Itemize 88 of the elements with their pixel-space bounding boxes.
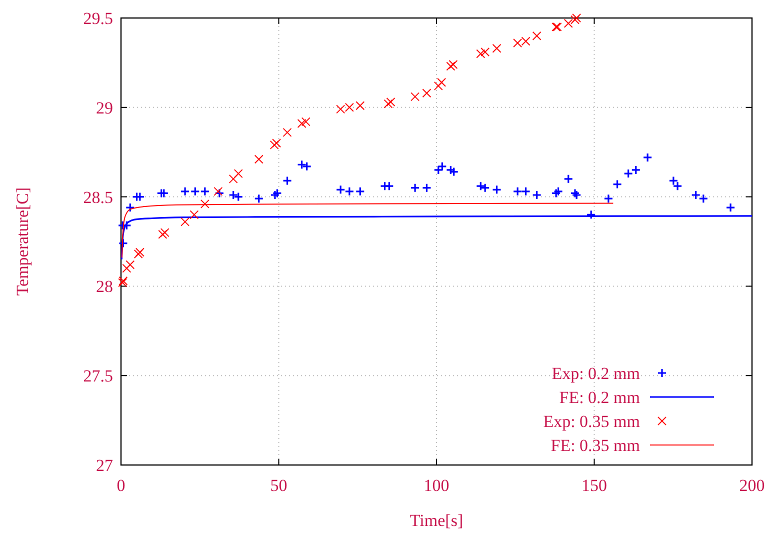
- legend-label: FE: 0.2 mm: [559, 388, 640, 407]
- point: [135, 192, 145, 202]
- point: [551, 188, 561, 198]
- point: [564, 18, 573, 28]
- point: [282, 176, 292, 186]
- point: [160, 228, 170, 238]
- point: [726, 202, 736, 212]
- point: [604, 194, 614, 204]
- point: [512, 186, 522, 196]
- point: [642, 152, 652, 162]
- point: [586, 210, 596, 220]
- point: [270, 140, 279, 150]
- y-tick-label: 29: [96, 98, 113, 118]
- legend-label: Exp: 0.35 mm: [543, 412, 640, 431]
- point: [190, 210, 199, 220]
- point: [384, 99, 393, 108]
- point: [448, 60, 458, 69]
- point: [434, 165, 444, 175]
- point: [301, 117, 310, 126]
- x-tick-label: 150: [582, 476, 607, 495]
- point: [125, 202, 135, 212]
- x-tick-label: 200: [739, 476, 765, 495]
- y-axis-title: Temperature[C]: [13, 187, 32, 296]
- point: [570, 15, 580, 24]
- x-tick-label: 0: [116, 476, 126, 495]
- point: [422, 88, 432, 98]
- y-tick-label: 28: [96, 277, 113, 296]
- point: [434, 81, 443, 90]
- point: [449, 166, 459, 177]
- x-axis-title: Time[s]: [410, 511, 464, 530]
- point: [437, 78, 446, 87]
- point: [228, 174, 238, 184]
- point: [200, 199, 210, 208]
- point: [422, 183, 432, 193]
- point: [480, 47, 490, 56]
- y-tick-label: 27.5: [83, 366, 113, 386]
- point: [254, 194, 264, 204]
- point: [336, 184, 346, 194]
- point: [410, 183, 420, 193]
- point: [135, 248, 144, 257]
- point: [214, 188, 224, 198]
- point: [386, 98, 396, 107]
- point: [612, 179, 622, 190]
- x-tick-label: 50: [270, 476, 288, 495]
- point: [134, 250, 143, 259]
- point: [492, 44, 502, 53]
- point: [272, 138, 282, 148]
- point: [180, 186, 190, 196]
- point: [356, 101, 365, 110]
- point: [118, 278, 128, 288]
- y-tick-label: 28.5: [83, 188, 113, 207]
- x-tick-label: 100: [424, 476, 450, 495]
- point: [118, 238, 128, 248]
- point: [297, 118, 306, 128]
- point: [282, 128, 292, 137]
- line-series: [121, 202, 614, 258]
- point: [355, 186, 365, 196]
- point: [384, 181, 394, 191]
- y-tick-label: 27: [96, 456, 114, 475]
- legend-label: FE: 0.35 mm: [550, 436, 640, 455]
- point: [564, 174, 574, 184]
- point: [159, 188, 169, 198]
- point: [572, 14, 582, 22]
- point: [190, 186, 200, 196]
- point: [624, 168, 634, 178]
- point: [158, 230, 168, 239]
- point: [118, 276, 128, 286]
- point: [344, 186, 354, 196]
- point: [492, 184, 502, 194]
- point: [437, 162, 447, 172]
- point: [532, 31, 542, 40]
- point: [126, 260, 135, 270]
- point: [234, 169, 243, 178]
- point: [214, 186, 223, 196]
- point: [631, 165, 641, 175]
- point: [446, 62, 456, 71]
- point: [532, 190, 542, 200]
- point: [520, 186, 531, 196]
- legend-label: Exp: 0.2 mm: [552, 364, 640, 383]
- point: [200, 186, 210, 196]
- point: [410, 92, 420, 102]
- point: [476, 49, 486, 58]
- y-tick-label: 29.5: [83, 9, 113, 28]
- point: [254, 154, 264, 164]
- point: [180, 217, 190, 226]
- point: [122, 264, 132, 273]
- point: [553, 186, 564, 196]
- point: [446, 165, 456, 175]
